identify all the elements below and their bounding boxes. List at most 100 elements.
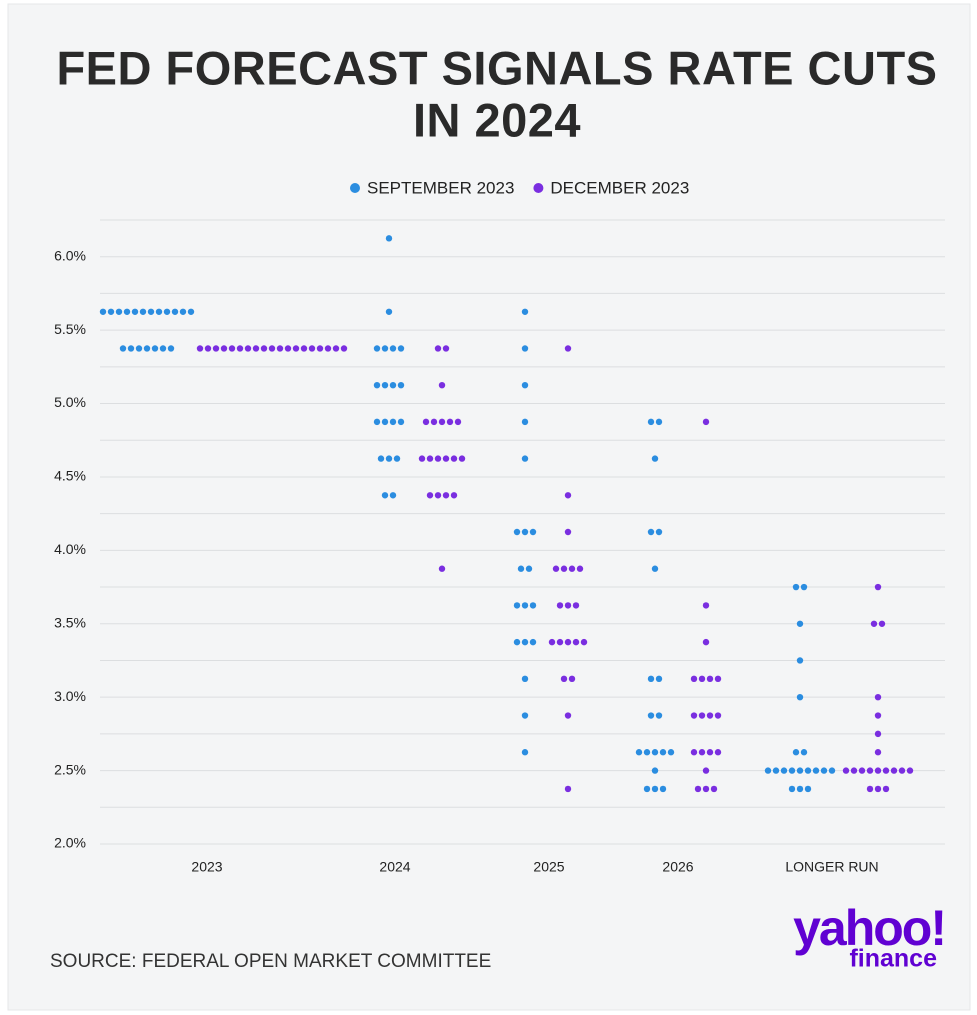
dot (521, 638, 529, 646)
y-tick-label: 4.0% (54, 541, 86, 557)
dot (655, 418, 663, 426)
dot (651, 749, 659, 756)
dot (381, 418, 389, 426)
dot (513, 528, 521, 536)
x-tick-label: 2023 (191, 859, 222, 875)
dot (698, 712, 706, 719)
dot (647, 418, 655, 426)
dot (792, 583, 800, 591)
dot (870, 620, 878, 627)
dot (119, 345, 127, 352)
dot (560, 565, 568, 572)
dot (858, 767, 866, 774)
legend-label: DECEMBER 2023 (550, 178, 689, 197)
dot (690, 675, 698, 683)
dot (874, 749, 882, 756)
dot (702, 418, 710, 426)
dot (564, 345, 572, 352)
dot (564, 638, 572, 646)
logo-brand: yahoo! (793, 900, 945, 956)
logo-sub: finance (849, 945, 937, 973)
dot (706, 712, 714, 719)
dot (131, 308, 139, 315)
dot (702, 638, 710, 646)
y-tick-label: 5.5% (54, 321, 86, 337)
dot (228, 345, 236, 352)
y-tick-label: 3.5% (54, 614, 86, 630)
dot (187, 308, 195, 315)
dot (560, 675, 568, 683)
dot (521, 675, 529, 683)
dot (820, 767, 828, 774)
dot (300, 345, 308, 352)
y-tick-label: 2.5% (54, 761, 86, 777)
dot (521, 455, 529, 462)
dot (796, 785, 804, 793)
dot (340, 345, 348, 352)
dot (882, 785, 890, 793)
dot (878, 620, 886, 627)
dot (220, 345, 228, 352)
dot (179, 308, 187, 315)
dot (812, 767, 820, 774)
dot (874, 712, 882, 719)
dot (647, 712, 655, 719)
dot (513, 602, 521, 609)
dot (521, 528, 529, 536)
dot (568, 565, 576, 572)
dot (292, 345, 300, 352)
dot (866, 785, 874, 793)
dot (874, 693, 882, 701)
dot (796, 620, 804, 627)
dot (548, 638, 556, 646)
dot (796, 767, 804, 774)
dot (430, 418, 438, 426)
dot (698, 749, 706, 756)
dot (698, 675, 706, 683)
dot (381, 345, 389, 352)
dot (655, 712, 663, 719)
dot (442, 345, 450, 352)
dot (655, 675, 663, 683)
dot (316, 345, 324, 352)
dot (702, 767, 710, 774)
dot (874, 767, 882, 774)
legend-label: SEPTEMBER 2023 (367, 178, 514, 197)
dot (521, 381, 529, 389)
y-tick-label: 6.0% (54, 247, 86, 263)
dot (135, 345, 143, 352)
dot (99, 308, 107, 315)
dot (115, 308, 123, 315)
dot (458, 455, 466, 462)
dot (446, 418, 454, 426)
dot (418, 455, 426, 462)
dot (236, 345, 244, 352)
dot (651, 455, 659, 462)
y-tick-label: 3.0% (54, 688, 86, 704)
dot (529, 602, 537, 609)
dot (866, 767, 874, 774)
dot (702, 602, 710, 609)
dot (529, 638, 537, 646)
dot (385, 455, 393, 462)
dot (643, 785, 651, 793)
dot (874, 583, 882, 591)
dot (564, 492, 572, 499)
dot (800, 583, 808, 591)
dot (517, 565, 525, 572)
dot (804, 767, 812, 774)
dot (373, 345, 381, 352)
dot (694, 785, 702, 793)
dot (710, 785, 718, 793)
dot (385, 308, 393, 315)
dot (521, 345, 529, 352)
dot (564, 785, 572, 793)
dot (426, 455, 434, 462)
dot (155, 308, 163, 315)
dot (882, 767, 890, 774)
dot (438, 381, 446, 389)
dot (167, 345, 175, 352)
dot (422, 418, 430, 426)
dot (373, 381, 381, 389)
dot (890, 767, 898, 774)
